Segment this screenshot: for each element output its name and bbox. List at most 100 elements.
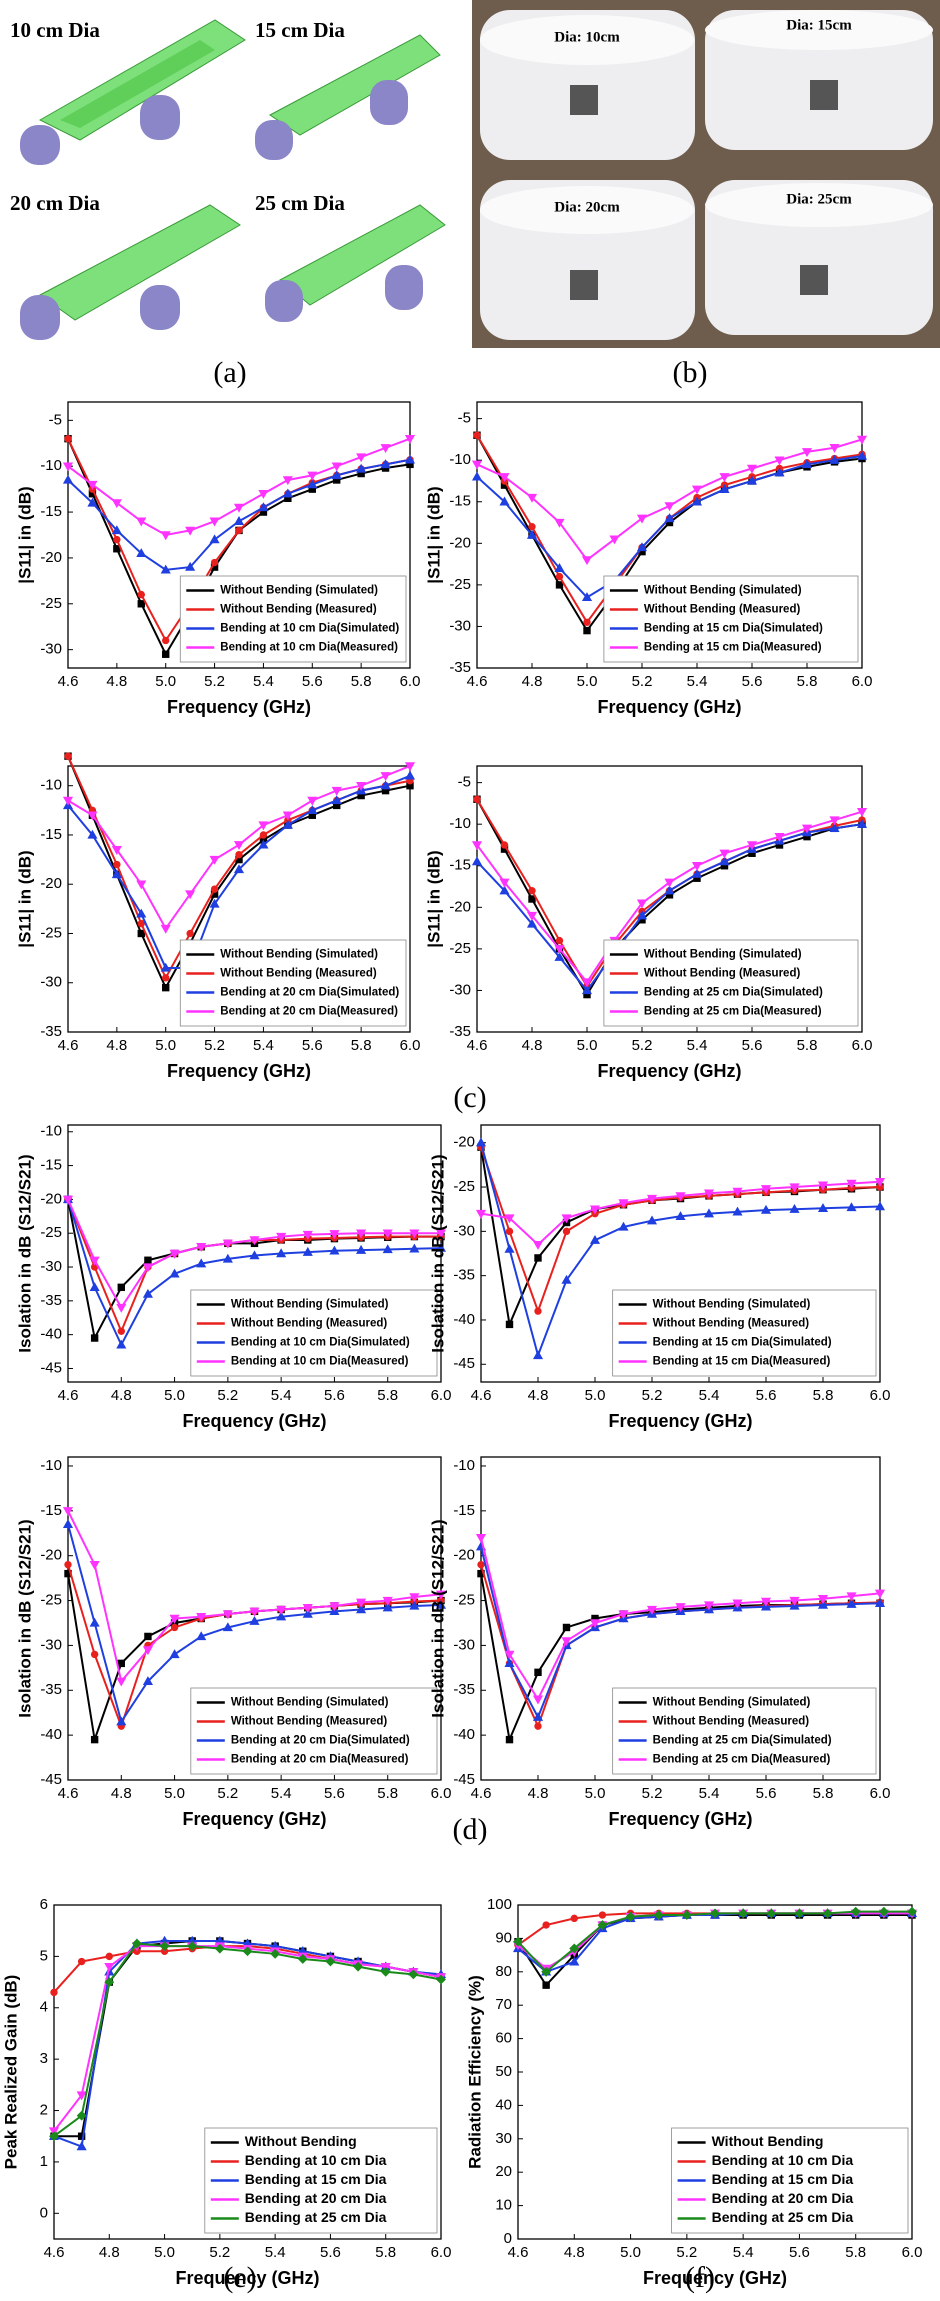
marker [196, 1613, 207, 1622]
marker [528, 895, 536, 903]
legend-label: Bending at 10 cm Dia(Measured) [220, 642, 398, 654]
y-tick-label: 80 [495, 1963, 512, 1980]
chart: -10 -15 -20 -25 -30 -35 -40 -454.6 4.8 5.0 5.2 5.4 5… [15, 1456, 451, 1829]
marker [504, 1214, 515, 1224]
y-tick-label: 0 [40, 2204, 48, 2221]
marker [471, 841, 483, 851]
marker [473, 431, 481, 439]
x-tick-label: 5.4 [687, 1037, 708, 1054]
x-tick-label: 5.6 [302, 673, 323, 690]
x-tick-label: 5.2 [642, 1785, 663, 1802]
marker [528, 522, 536, 531]
y-tick-label: -45 [453, 1355, 475, 1372]
y-tick-label: -20 [40, 1190, 62, 1207]
legend-label: Without Bending [712, 2133, 824, 2149]
x-tick-label: 6.0 [431, 2244, 452, 2261]
marker [703, 1601, 715, 1611]
legend: Without Bending (Simulated) Without Bendi… [179, 575, 407, 663]
marker [822, 1908, 833, 1919]
y-tick-label: -45 [40, 1771, 62, 1788]
marker [186, 929, 194, 938]
marker [435, 1590, 447, 1600]
antenna-label: 10 cm Dia [10, 18, 100, 42]
y-tick-label: -10 [453, 1457, 475, 1474]
marker [62, 1195, 74, 1205]
caption: (a) [213, 356, 246, 389]
marker [117, 1659, 125, 1668]
x-tick-label: 5.8 [351, 1037, 372, 1054]
x-tick-label: 5.4 [253, 673, 274, 690]
legend-label: Without Bending (Measured) [653, 1318, 810, 1330]
marker [210, 558, 219, 567]
legend-label: Bending at 15 cm Dia(Simulated) [644, 623, 823, 635]
marker [846, 1179, 857, 1189]
marker [534, 1307, 542, 1315]
marker [209, 898, 220, 908]
y-tick-label: -15 [40, 503, 62, 520]
legend-label: Bending at 25 cm Dia(Simulated) [653, 1735, 832, 1747]
legend: Without Bending (Simulated) Without Bendi… [190, 1687, 438, 1775]
plot-frame [67, 1124, 442, 1383]
x-tick-label: 5.6 [789, 2244, 810, 2261]
marker [541, 1966, 552, 1977]
marker [185, 526, 196, 536]
marker [331, 470, 342, 480]
y-axis-label: Peak Realized Gain (dB) [1, 1975, 20, 2170]
x-axis-label: Frequency (GHz) [643, 2268, 787, 2288]
y-tick-label: 6 [40, 1896, 48, 1913]
marker [513, 1936, 523, 1947]
marker [162, 636, 170, 645]
marker [380, 780, 391, 790]
legend-label: Bending at 25 cm Dia [245, 2209, 387, 2225]
marker [760, 1597, 772, 1607]
plot-frame [476, 765, 863, 1033]
x-axis-label: Frequency (GHz) [597, 1061, 741, 1081]
marker [116, 1716, 127, 1726]
marker [746, 475, 758, 485]
marker [144, 1632, 152, 1641]
marker [817, 1181, 829, 1191]
marker [76, 2141, 87, 2151]
marker [534, 1722, 542, 1730]
y-tick-label: 60 [495, 2030, 512, 2047]
marker [732, 1187, 743, 1197]
chart: -10 -15 -20 -25 -30 -354.6 4.8 5.0 5.2 5.4 5.6 5.8 6… [15, 752, 420, 1081]
marker [242, 1946, 253, 1957]
marker [136, 908, 147, 918]
marker [874, 1598, 886, 1607]
y-tick-label: 90 [495, 1929, 512, 1946]
marker [817, 1599, 829, 1609]
chart: -5 -10 -15 -20 -25 -30 -354.6 4.8 5.0 5.2 5.4 5.6 5.… [424, 401, 872, 717]
marker [89, 1282, 100, 1292]
y-tick-label: 40 [495, 2096, 512, 2113]
series-line [480, 1146, 881, 1315]
legend-label: Bending at 20 cm Dia [245, 2190, 387, 2206]
marker [87, 829, 98, 839]
y-tick-label: -45 [453, 1771, 475, 1788]
marker [137, 919, 145, 928]
marker [554, 518, 565, 528]
marker [356, 1598, 367, 1608]
x-tick-label: 5.6 [756, 1785, 777, 1802]
marker [856, 818, 868, 828]
x-tick-label: 6.0 [870, 1785, 891, 1802]
antenna-15 [255, 34, 441, 160]
marker [142, 1288, 153, 1298]
y-tick-label: -40 [453, 1726, 475, 1743]
y-tick-label: -30 [453, 1636, 475, 1653]
legend-label: Without Bending (Simulated) [653, 1697, 811, 1709]
marker [475, 1137, 487, 1147]
marker [774, 467, 785, 477]
marker [526, 918, 538, 928]
marker [117, 1283, 125, 1292]
marker [691, 862, 703, 871]
legend: Without Bending Bending at 10 cm Dia Bendi… [204, 2127, 438, 2234]
antenna-label: 15 cm Dia [255, 18, 345, 42]
marker [331, 462, 342, 472]
marker [618, 1610, 629, 1620]
y-tick-label: 100 [487, 1896, 512, 1913]
x-tick-label: 5.8 [845, 2244, 866, 2261]
marker [142, 1263, 153, 1273]
marker [259, 831, 268, 839]
marker [142, 1646, 153, 1656]
